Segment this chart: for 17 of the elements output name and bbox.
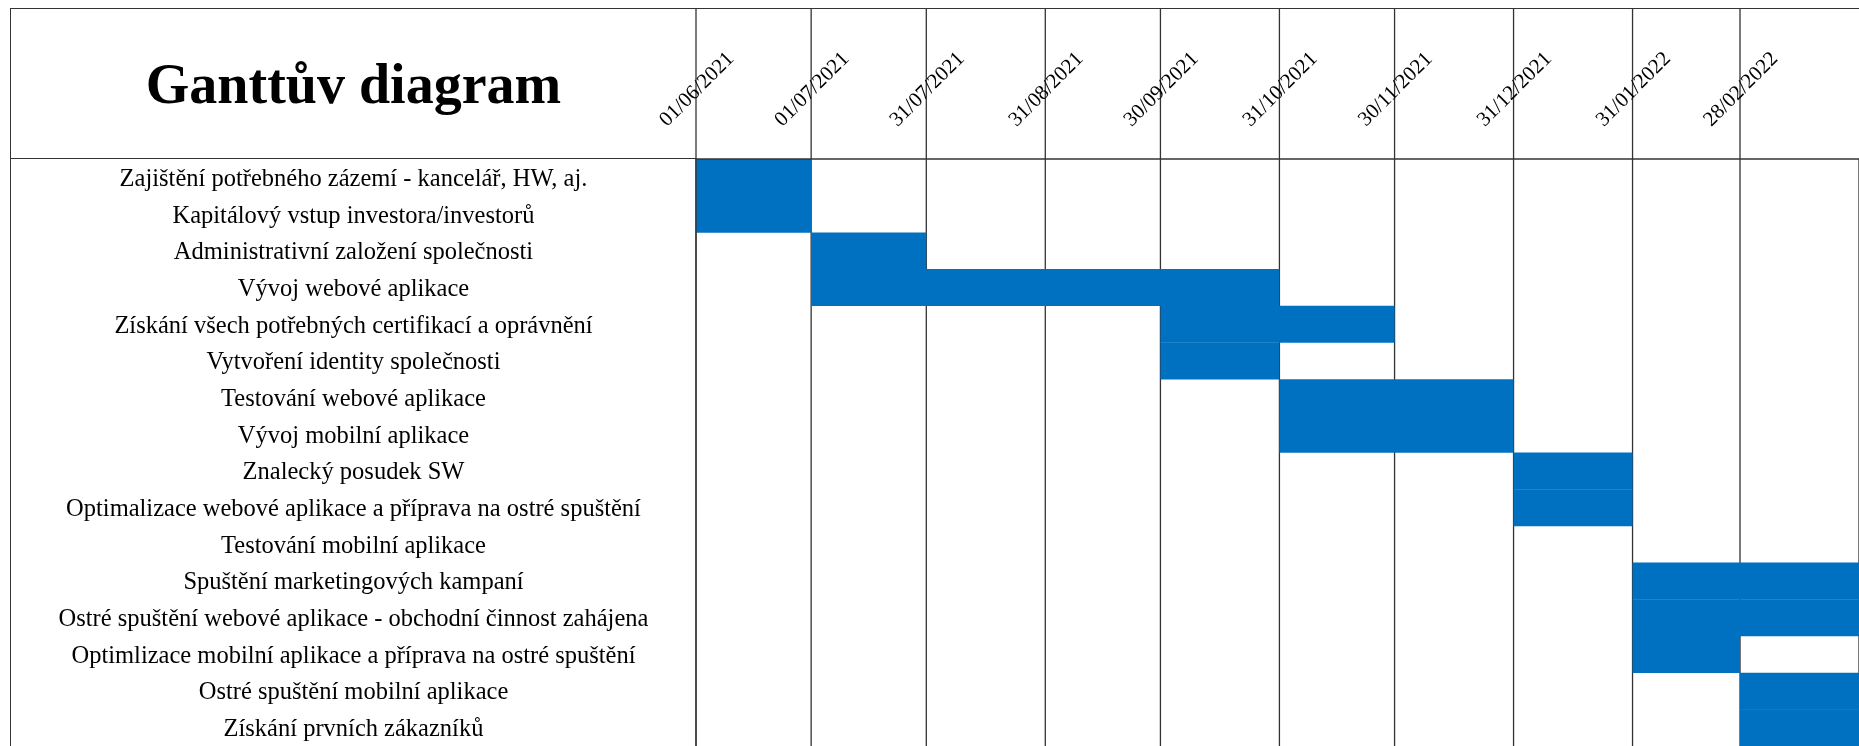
chart-title: Ganttův diagram — [145, 51, 562, 116]
y-tick-label: Testování mobilní aplikace — [221, 530, 487, 558]
y-tick-label: Získání prvních zákazníků — [223, 714, 484, 742]
y-tick-label: Vývoj webové aplikace — [237, 273, 470, 301]
y-tick-label: Testování webové aplikace — [221, 383, 487, 411]
y-tick-label: Vytvoření identity společnosti — [206, 347, 501, 375]
y-tick-label: Administrativní založení společnosti — [173, 237, 534, 265]
y-tick-label: Spuštění marketingových kampaní — [183, 567, 524, 595]
y-tick-label: Zajištění potřebného zázemí - kancelář, HW, aj. — [119, 163, 588, 191]
y-tick-label: Vývoj mobilní aplikace — [237, 420, 470, 448]
y-tick-label: Znalecký posudek SW — [242, 457, 466, 485]
y-tick-label: Ostré spuštění webové aplikace - obchodní činnost zahájena — [58, 604, 649, 632]
y-tick-label: Optimlizace mobilní aplikace a příprava na ostré spuštění — [71, 640, 636, 668]
y-tick-label: Ostré spuštění mobilní aplikace — [198, 677, 509, 705]
y-tick-label: Optimalizace webové aplikace a příprava na ostré spuštění — [66, 494, 642, 522]
y-tick-label: Kapitálový vstup investora/investorů — [172, 200, 535, 228]
y-tick-label: Získání všech potřebných certifikací a oprávnění — [114, 310, 593, 338]
